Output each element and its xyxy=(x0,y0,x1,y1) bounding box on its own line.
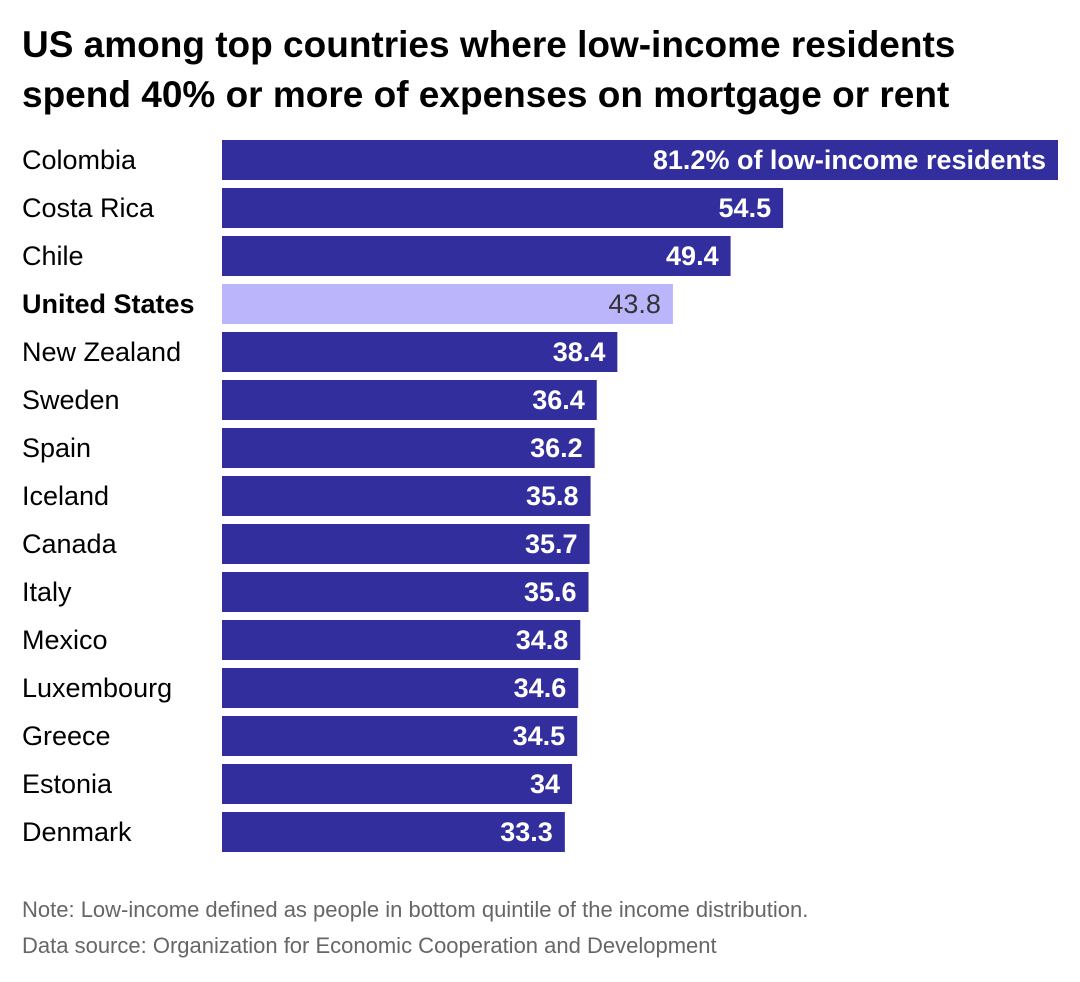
data-label: 35.6 xyxy=(524,577,577,607)
bar xyxy=(222,236,731,276)
bar-row-estonia: Estonia 34 xyxy=(22,764,573,804)
data-label: 54.5 xyxy=(719,193,772,223)
bar xyxy=(222,524,590,564)
bar-row-sweden: Sweden 36.4 xyxy=(22,380,597,420)
bar xyxy=(222,428,595,468)
bar xyxy=(222,620,581,660)
category-label: Costa Rica xyxy=(22,193,155,223)
bar xyxy=(222,716,578,756)
data-label: 34.6 xyxy=(514,673,567,703)
bar xyxy=(222,188,784,228)
source-text: Data source: Organization for Economic C… xyxy=(22,933,717,958)
bar xyxy=(222,764,573,804)
chart-title: US among top countries where low-income … xyxy=(22,20,1062,120)
category-label: Estonia xyxy=(22,769,113,799)
bar-row-mexico: Mexico 34.8 xyxy=(22,620,581,660)
bar-chart: Colombia 81.2% of low-income residents Cos… xyxy=(22,140,1058,852)
category-label: United States xyxy=(22,289,195,319)
bar-row-greece: Greece 34.5 xyxy=(22,716,578,756)
chart-title-line-1: US among top countries where low-income … xyxy=(22,24,956,65)
bar xyxy=(222,380,597,420)
category-label: Colombia xyxy=(22,145,137,175)
bar-row-colombia: Colombia 81.2% of low-income residents xyxy=(22,140,1058,180)
data-label: 34.5 xyxy=(513,721,566,751)
data-label: 49.4 xyxy=(666,241,719,271)
bar xyxy=(222,812,565,852)
category-label: Italy xyxy=(22,577,72,607)
data-label: 43.8 xyxy=(608,289,661,319)
category-label: New Zealand xyxy=(22,337,181,367)
data-label: 35.7 xyxy=(525,529,578,559)
bar-row-denmark: Denmark 33.3 xyxy=(22,812,565,852)
bar-row-new-zealand: New Zealand 38.4 xyxy=(22,332,618,372)
data-label: 34.8 xyxy=(516,625,569,655)
bar-row-chile: Chile 49.4 xyxy=(22,236,731,276)
bar xyxy=(222,284,673,324)
note-text: Note: Low-income defined as people in bo… xyxy=(22,897,809,922)
category-label: Greece xyxy=(22,721,111,751)
bar xyxy=(222,668,579,708)
category-label: Chile xyxy=(22,241,84,271)
bar-row-iceland: Iceland 35.8 xyxy=(22,476,591,516)
data-label: 34 xyxy=(530,769,560,799)
category-label: Iceland xyxy=(22,481,109,511)
category-label: Spain xyxy=(22,433,91,463)
bar-row-luxembourg: Luxembourg 34.6 xyxy=(22,668,579,708)
chart-title-line-2: spend 40% or more of expenses on mortgag… xyxy=(22,74,950,115)
bar xyxy=(222,332,618,372)
bar xyxy=(222,572,589,612)
bar xyxy=(222,476,591,516)
category-label: Mexico xyxy=(22,625,108,655)
data-label: 38.4 xyxy=(553,337,606,367)
bar-row-italy: Italy 35.6 xyxy=(22,572,589,612)
bar-row-spain: Spain 36.2 xyxy=(22,428,595,468)
data-label: 81.2% of low-income residents xyxy=(653,145,1046,175)
footnotes: Note: Low-income defined as people in bo… xyxy=(22,892,808,964)
data-label: 35.8 xyxy=(526,481,579,511)
category-label: Sweden xyxy=(22,385,120,415)
bar xyxy=(222,140,1058,180)
data-label: 36.2 xyxy=(530,433,583,463)
bar-row-costa-rica: Costa Rica 54.5 xyxy=(22,188,784,228)
category-label: Denmark xyxy=(22,817,132,847)
bar-row-canada: Canada 35.7 xyxy=(22,524,590,564)
data-label: 36.4 xyxy=(532,385,585,415)
category-label: Luxembourg xyxy=(22,673,172,703)
data-label: 33.3 xyxy=(500,817,553,847)
category-label: Canada xyxy=(22,529,118,559)
bar-row-united-states: United States 43.8 xyxy=(22,284,673,324)
